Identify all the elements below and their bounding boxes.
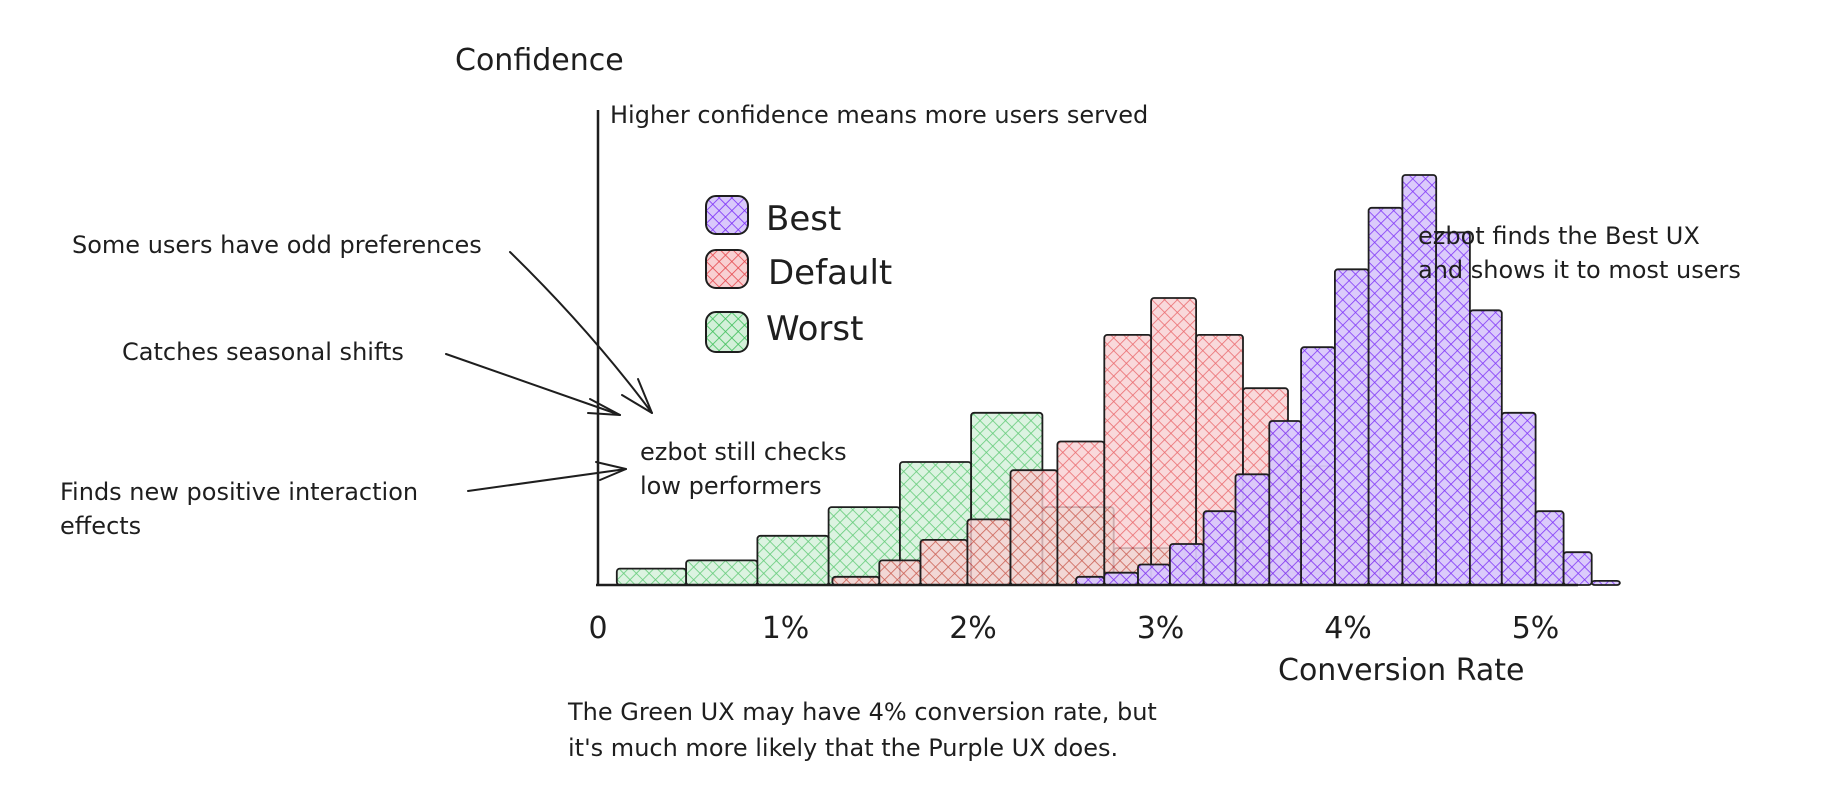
annotation-odd-preferences: Some users have odd preferences xyxy=(72,231,482,259)
x-tick-label: 2% xyxy=(949,611,997,646)
bar-best xyxy=(1469,309,1503,586)
x-tick-label: 1% xyxy=(762,611,810,646)
arrow-seasonal-shifts-head xyxy=(587,398,621,416)
legend: Best Default Worst xyxy=(705,195,892,353)
annotation-still-checks-line2: low performers xyxy=(640,472,822,500)
legend-swatch-worst xyxy=(705,311,749,353)
bar-default xyxy=(966,518,1012,586)
series-best xyxy=(1075,174,1621,586)
bar-best xyxy=(1590,580,1621,586)
annotation-best-ux-line2: and shows it to most users xyxy=(1418,256,1741,284)
annotation-arrows xyxy=(445,251,653,492)
annotation-still-checks-line1: ezbot still checks xyxy=(640,438,847,466)
bar-best xyxy=(1534,510,1565,586)
x-tick-label: 5% xyxy=(1512,611,1560,646)
bar-worst xyxy=(615,567,688,586)
legend-swatch-default xyxy=(705,249,749,289)
bar-best xyxy=(1202,510,1237,586)
bar-best xyxy=(1367,206,1404,586)
arrow-odd-preferences-head xyxy=(621,378,653,414)
y-axis-title: Confidence xyxy=(455,43,624,78)
bar-default xyxy=(1056,440,1106,586)
bar-default xyxy=(878,559,922,586)
arrow-seasonal-shifts xyxy=(445,353,621,416)
bar-best xyxy=(1334,268,1370,586)
bar-default xyxy=(1103,333,1153,586)
legend-label-best: Best xyxy=(766,199,841,239)
caption-line2: it's much more likely that the Purple UX… xyxy=(568,734,1118,762)
bar-worst xyxy=(756,534,830,586)
bar-best xyxy=(1562,551,1593,586)
bar-best xyxy=(1435,231,1471,586)
x-tick-labels: 0 1% 2% 3% 4% 5% xyxy=(588,611,1559,646)
annotation-interaction-line1: Finds new positive interaction xyxy=(60,478,418,506)
caption-line1: The Green UX may have 4% conversion rate… xyxy=(567,698,1157,726)
bar-default xyxy=(1009,469,1059,586)
bar-default xyxy=(919,539,969,586)
arrow-interaction-head xyxy=(595,461,627,481)
annotation-interaction-line2: effects xyxy=(60,512,141,540)
bar-best xyxy=(1268,420,1303,586)
bar-best xyxy=(1300,346,1336,586)
arrow-odd-preferences xyxy=(509,251,653,414)
x-axis-title: Conversion Rate xyxy=(1278,653,1525,688)
bar-best xyxy=(1169,543,1205,586)
x-tick-label: 0 xyxy=(588,611,607,646)
legend-swatch-best xyxy=(705,195,749,235)
annotation-seasonal-shifts: Catches seasonal shifts xyxy=(122,338,404,366)
bar-best xyxy=(1500,411,1537,586)
bar-best xyxy=(1137,563,1171,586)
annotation-best-ux-line1: ezbot finds the Best UX xyxy=(1418,222,1700,250)
x-tick-label: 3% xyxy=(1137,611,1185,646)
bars-layer xyxy=(615,174,1621,586)
bar-best xyxy=(1103,571,1140,586)
bar-best xyxy=(1234,473,1271,586)
legend-label-worst: Worst xyxy=(766,309,863,349)
arrow-interaction xyxy=(467,468,627,492)
bar-worst xyxy=(685,559,759,586)
y-axis-note: Higher confidence means more users serve… xyxy=(610,101,1148,129)
bar-default xyxy=(1150,297,1197,586)
x-tick-label: 4% xyxy=(1324,611,1372,646)
legend-label-default: Default xyxy=(768,253,892,293)
